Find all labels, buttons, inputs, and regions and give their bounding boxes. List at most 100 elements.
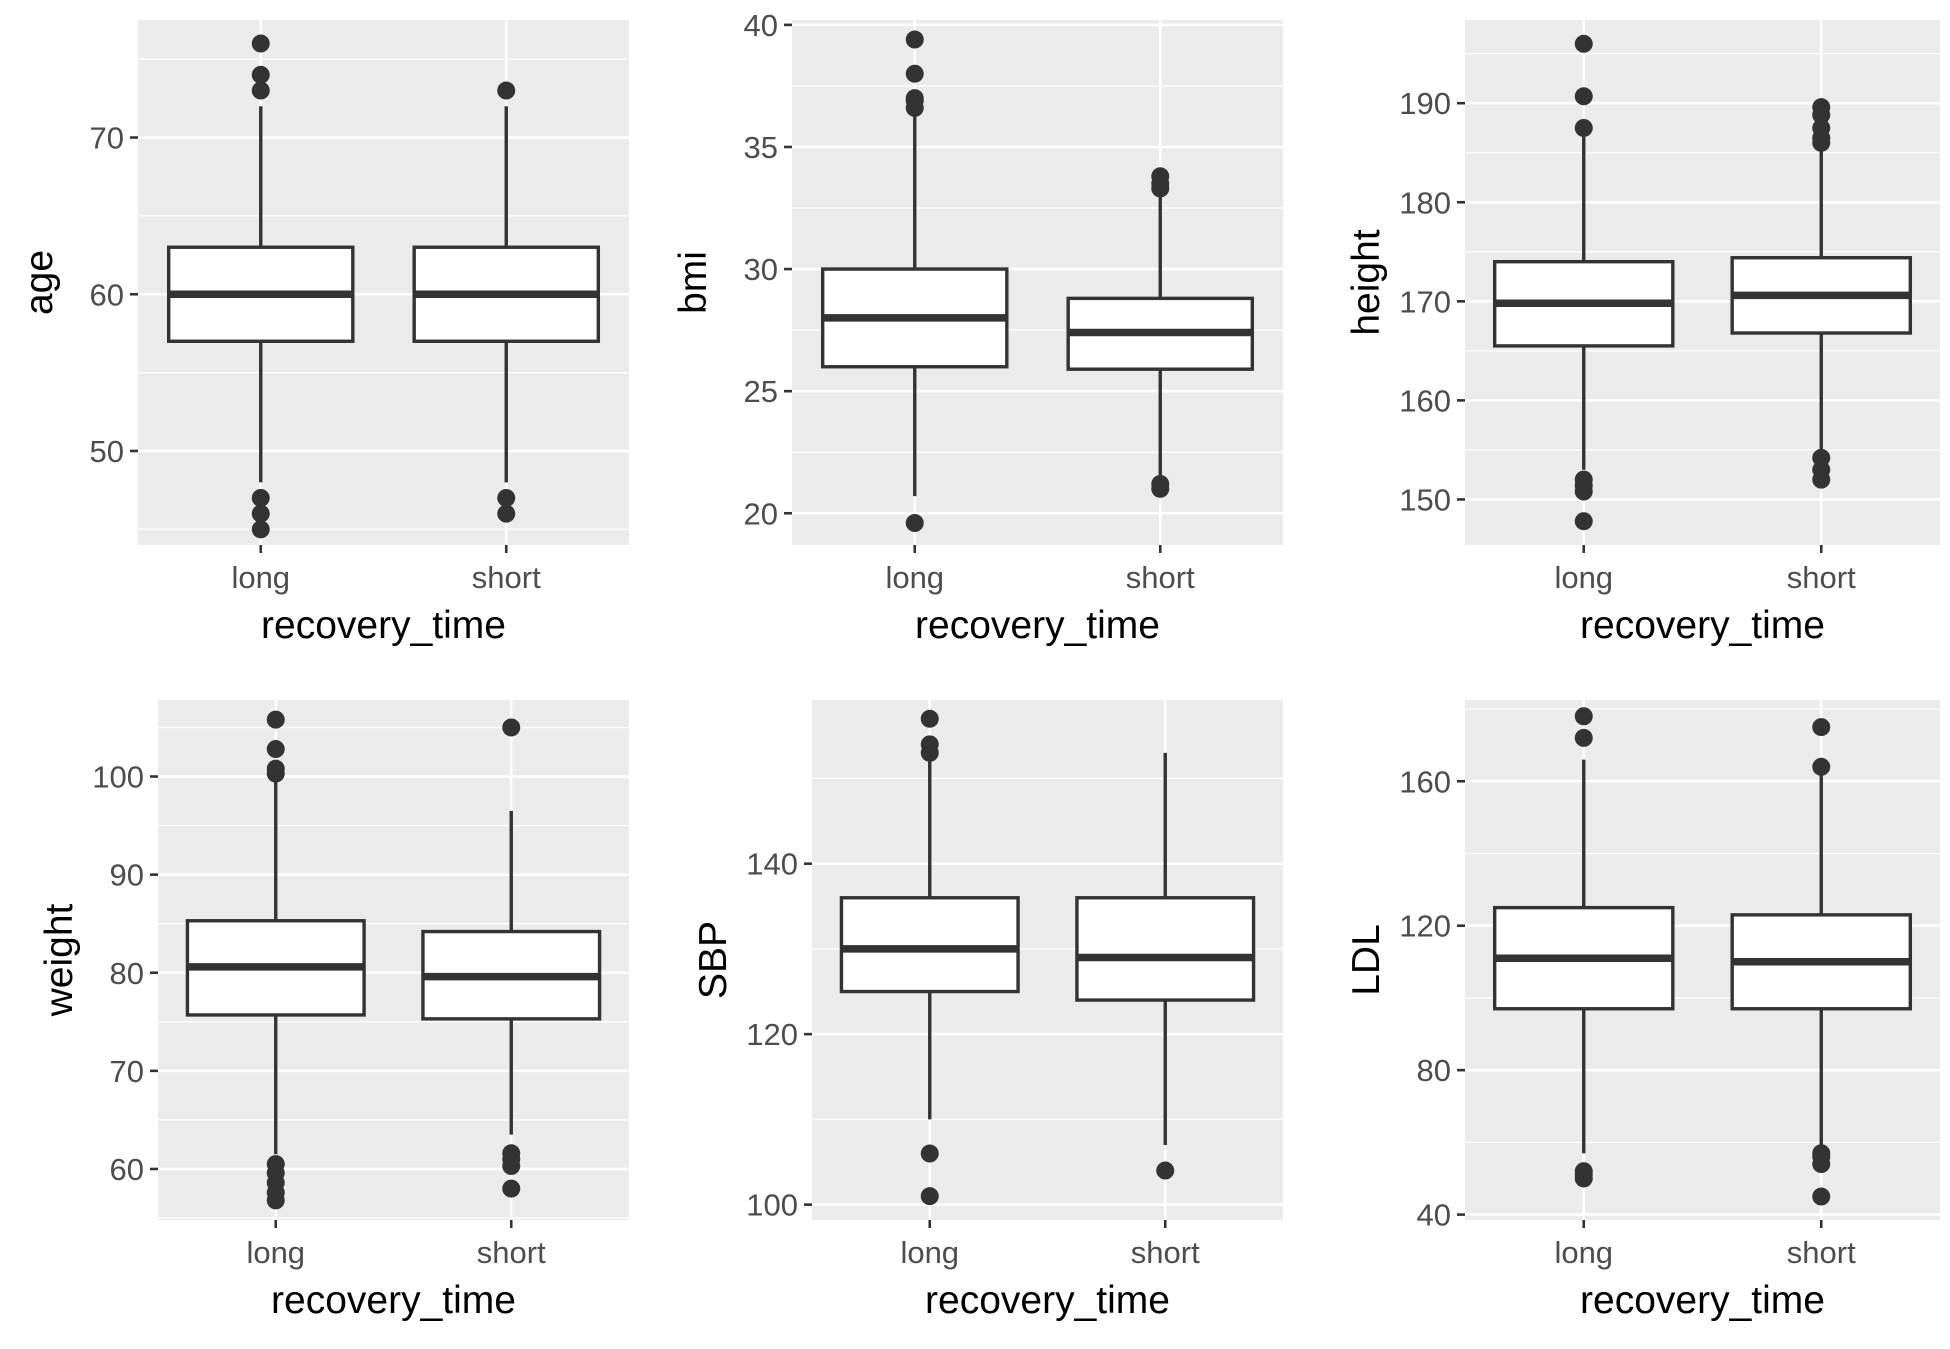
x-axis-title: recovery_time — [925, 1279, 1170, 1322]
outlier-point — [920, 709, 939, 728]
x-tick-label: short — [1126, 560, 1195, 595]
y-tick-label: 50 — [90, 434, 124, 469]
outlier-point — [1151, 167, 1170, 186]
y-tick-label: 25 — [744, 374, 778, 409]
outlier-point — [905, 514, 924, 533]
outlier-point — [920, 735, 939, 754]
x-tick-label: short — [1787, 560, 1856, 595]
y-tick-label: 160 — [1399, 383, 1451, 418]
y-axis-title: weight — [38, 903, 81, 1017]
x-axis-title: recovery_time — [1580, 604, 1825, 647]
box-short — [1730, 718, 1913, 1206]
iqr-box — [1075, 896, 1256, 1002]
x-tick-label: long — [885, 560, 944, 595]
y-tick-label: 120 — [1399, 909, 1451, 944]
y-tick-label: 60 — [110, 1152, 144, 1187]
outlier-point — [905, 30, 924, 49]
outlier-point — [1812, 1187, 1831, 1206]
panel-weight: 60 70 80 90 100 long short recovery_time weight — [38, 700, 629, 1322]
outlier-point — [502, 718, 521, 737]
x-axis-title: recovery_time — [271, 1279, 516, 1322]
x-tick-label: long — [1554, 560, 1613, 595]
outlier-point — [905, 89, 924, 108]
outlier-point — [497, 488, 516, 507]
x-tick-label: long — [246, 1235, 305, 1270]
outlier-point — [1812, 98, 1831, 117]
x-tick-label: short — [1131, 1235, 1200, 1270]
outlier-point — [1574, 34, 1593, 53]
x-tick-label: long — [1554, 1235, 1613, 1270]
outlier-point — [1812, 718, 1831, 737]
outlier-point — [1812, 757, 1831, 776]
y-tick-label: 40 — [744, 8, 778, 43]
outlier-point — [502, 1179, 521, 1198]
y-tick-label: 100 — [746, 1188, 798, 1223]
outlier-point — [251, 504, 270, 523]
y-tick-label: 20 — [744, 496, 778, 531]
panel-age: 50 60 70 long short recovery_time age — [18, 20, 629, 647]
y-tick-label: 120 — [746, 1017, 798, 1052]
outlier-point — [1151, 474, 1170, 493]
outlier-point — [1574, 512, 1593, 531]
outlier-point — [251, 520, 270, 539]
outlier-point — [1574, 1162, 1593, 1181]
outlier-point — [905, 64, 924, 83]
outlier-point — [251, 81, 270, 100]
y-tick-label: 90 — [110, 858, 144, 893]
x-tick-label: short — [472, 560, 541, 595]
y-tick-label: 100 — [92, 760, 144, 795]
outlier-point — [1812, 448, 1831, 467]
outlier-point — [497, 504, 516, 523]
box-short — [1730, 98, 1913, 489]
outlier-point — [1156, 1161, 1175, 1180]
x-tick-label: short — [477, 1235, 546, 1270]
outlier-point — [920, 1187, 939, 1206]
outlier-point — [1574, 87, 1593, 106]
box-long — [1492, 34, 1675, 531]
box-long — [166, 34, 355, 539]
box-short — [1075, 752, 1256, 1180]
box-short — [412, 81, 601, 523]
outlier-point — [1574, 707, 1593, 726]
y-tick-label: 160 — [1399, 764, 1451, 799]
box-long — [839, 709, 1020, 1206]
y-tick-label: 190 — [1399, 86, 1451, 121]
y-axis-title: bmi — [672, 251, 715, 314]
outlier-point — [266, 710, 285, 729]
outlier-point — [251, 488, 270, 507]
y-tick-label: 40 — [1417, 1198, 1451, 1233]
y-tick-label: 30 — [744, 252, 778, 287]
outlier-point — [251, 34, 270, 53]
panel-SBP: 100 120 140 long short recovery_time SBP — [692, 700, 1283, 1322]
outlier-point — [502, 1144, 521, 1163]
y-tick-label: 35 — [744, 130, 778, 165]
x-tick-label: short — [1787, 1235, 1856, 1270]
y-tick-label: 70 — [110, 1054, 144, 1089]
outlier-point — [266, 740, 285, 759]
y-axis-title: LDL — [1345, 924, 1388, 996]
y-tick-label: 60 — [90, 277, 124, 312]
y-tick-label: 70 — [90, 121, 124, 156]
outlier-point — [266, 759, 285, 778]
outlier-point — [497, 81, 516, 100]
box-long — [185, 710, 366, 1210]
x-axis-title: recovery_time — [261, 604, 506, 647]
outlier-point — [266, 1155, 285, 1174]
box-long — [1492, 707, 1675, 1188]
x-tick-label: long — [900, 1235, 959, 1270]
y-axis-title: height — [1345, 229, 1388, 335]
panel-bmi: 20 25 30 35 40 long short recovery_time bmi — [672, 8, 1283, 647]
x-axis-title: recovery_time — [1580, 1279, 1825, 1322]
panel-height: 150 160 170 180 190 long short recovery_time hei… — [1345, 20, 1940, 647]
outlier-point — [1812, 118, 1831, 137]
y-tick-label: 170 — [1399, 284, 1451, 319]
outlier-point — [1574, 470, 1593, 489]
y-tick-label: 80 — [110, 956, 144, 991]
panel-LDL: 40 80 120 160 long short recovery_time LDL — [1345, 700, 1940, 1322]
x-tick-label: long — [231, 560, 290, 595]
y-tick-label: 180 — [1399, 185, 1451, 220]
outlier-point — [1812, 1144, 1831, 1163]
y-axis-title: SBP — [692, 921, 735, 999]
